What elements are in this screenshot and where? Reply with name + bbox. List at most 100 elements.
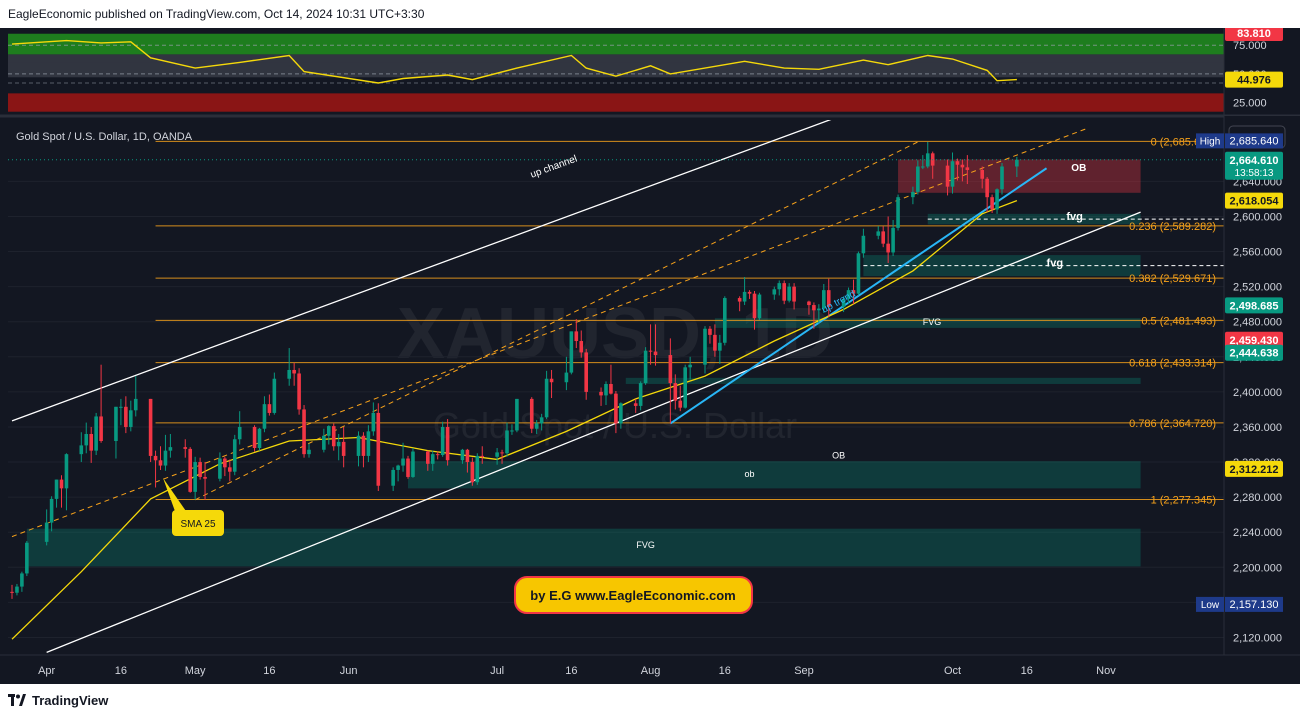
candle-body <box>94 416 98 451</box>
tradingview-logo[interactable]: TradingView <box>8 692 108 708</box>
candle <box>327 425 331 445</box>
candle <box>574 319 579 349</box>
candle <box>153 450 158 488</box>
candle-body <box>133 398 138 411</box>
time-tick-label: 16 <box>1021 665 1033 677</box>
fvg-zone-label: FVG <box>636 540 655 550</box>
candle <box>787 283 791 303</box>
candle <box>307 443 311 458</box>
candle-body <box>564 372 569 383</box>
candle <box>980 166 984 189</box>
candle <box>119 398 123 426</box>
candle <box>430 450 435 471</box>
candle <box>297 368 301 415</box>
time-axis: Apr 16 May 16 Jun Jul 16 Aug 16 Sep Oct 16 Nov <box>0 654 1300 684</box>
candle <box>510 424 514 435</box>
candle <box>584 348 588 400</box>
candle <box>688 356 692 380</box>
candle-body <box>965 167 970 170</box>
candle <box>79 432 84 463</box>
candle <box>336 433 341 461</box>
candle <box>218 452 222 482</box>
candle <box>257 427 262 451</box>
time-tick-label: 16 <box>565 665 577 677</box>
candle-body <box>262 404 267 429</box>
candle-body <box>430 454 435 464</box>
osc-oversold-zone <box>8 93 1224 112</box>
candle-body <box>267 404 272 413</box>
sma-callout-pointer <box>163 478 188 514</box>
high-tag-label: High <box>1200 136 1221 147</box>
time-tick-label: Nov <box>1096 665 1116 677</box>
candle-body <box>980 169 984 179</box>
candle <box>133 376 138 417</box>
candle <box>228 459 232 482</box>
candle <box>25 540 29 577</box>
candle-body <box>822 290 826 309</box>
price-level-badge-text: 2,498.685 <box>1230 300 1279 312</box>
price-level-badge: 2,459.430 <box>1225 331 1283 348</box>
candle-body <box>599 391 603 396</box>
candle-body <box>114 406 118 441</box>
candle <box>945 159 950 196</box>
candle-body <box>406 458 410 477</box>
price-axis: USD2,640.0002,600.0002,560.0002,520.0002… <box>1196 28 1300 655</box>
candle <box>193 456 197 500</box>
candle <box>782 280 786 305</box>
candle-body <box>604 383 608 396</box>
price-tick-label: 2,520.000 <box>1233 282 1282 294</box>
candle-body <box>252 426 257 449</box>
candle-body <box>124 406 128 427</box>
ob-zone-label: ob <box>745 469 755 479</box>
candle <box>237 411 242 445</box>
candle <box>921 155 925 170</box>
candle-body <box>584 352 588 392</box>
candle-body <box>336 441 341 447</box>
price-level-badge: 2,498.685 <box>1225 297 1283 314</box>
candle-body <box>376 412 381 486</box>
brand-name: TradingView <box>32 692 109 708</box>
candle <box>515 398 519 433</box>
candle-body <box>327 426 331 436</box>
candle-body <box>163 450 168 466</box>
candle <box>851 279 856 305</box>
candle-body <box>807 301 811 306</box>
candle-body <box>302 409 306 455</box>
time-tick-label: 16 <box>719 665 731 677</box>
signature-callout: by E.G www.EagleEconomic.com <box>514 576 753 614</box>
price-level-badge-text: 2,444.638 <box>1230 348 1279 360</box>
candle-body <box>861 235 866 254</box>
candle <box>59 475 64 508</box>
candle <box>64 453 69 511</box>
candle-body <box>411 451 415 477</box>
candle-body <box>703 328 707 365</box>
candle-body <box>891 227 895 253</box>
candle <box>223 456 227 477</box>
candle <box>648 324 653 365</box>
candle <box>94 412 98 456</box>
candle <box>272 372 277 415</box>
candle <box>876 226 881 240</box>
candle <box>609 364 613 395</box>
candle-body <box>995 189 999 210</box>
candle <box>604 381 608 406</box>
candle <box>678 385 683 412</box>
candle <box>401 442 405 472</box>
candle-body <box>475 455 480 483</box>
candle <box>886 216 890 263</box>
candle-body <box>515 398 519 431</box>
footer: TradingView <box>0 684 1300 716</box>
ob-zone-label: OB <box>832 451 845 461</box>
osc-line <box>11 39 1017 84</box>
candle <box>822 284 826 313</box>
candle <box>723 296 727 346</box>
high-marker: High 2,685.640 <box>1196 133 1283 149</box>
candle-body <box>846 290 851 299</box>
candle <box>114 406 118 459</box>
candle-body <box>287 369 291 379</box>
candle <box>534 419 539 434</box>
candle-body <box>881 231 885 244</box>
candle <box>99 364 103 443</box>
